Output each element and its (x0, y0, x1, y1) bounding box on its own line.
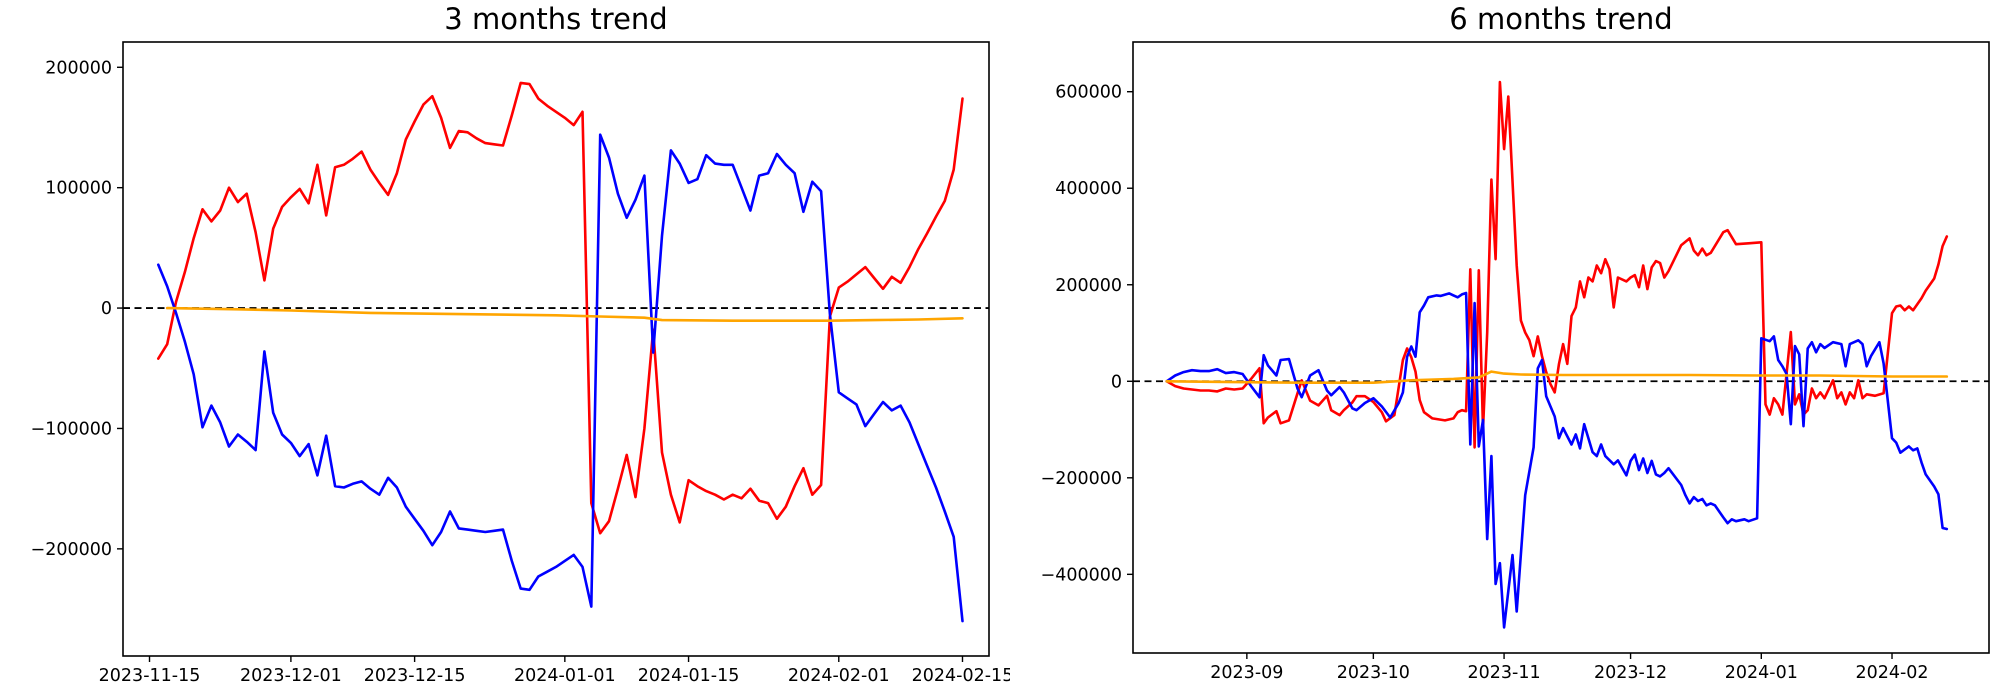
x-tick-label: 2023-09 (1210, 663, 1283, 683)
x-tick-label: 2023-12-15 (364, 666, 466, 686)
x-tick-label: 2024-01-01 (514, 666, 616, 686)
y-tick-label: −200000 (31, 540, 112, 560)
y-tick-label: −100000 (31, 419, 112, 439)
series-red-line (1165, 80, 1949, 449)
y-tick-label: 400000 (1055, 179, 1122, 199)
series-orange-line (165, 306, 964, 323)
x-tick-label: 2024-02-01 (788, 666, 890, 686)
x-tick-label: 2023-11 (1468, 663, 1541, 683)
plot-border (1132, 41, 1990, 654)
y-tick-label: 100000 (45, 179, 112, 199)
x-tick-label: 2024-01 (1725, 663, 1798, 683)
chart-title-3-months: 3 months trend (444, 2, 668, 36)
y-tick-label: 0 (101, 299, 112, 319)
series-blue-line (157, 133, 964, 623)
y-tick-label: 200000 (1055, 276, 1122, 296)
series-red-line (157, 81, 964, 535)
x-tick-label: 2023-11-15 (99, 666, 201, 686)
x-tick-label: 2024-02-15 (912, 666, 1010, 686)
figure-3-months-trend: 3 months trend 2023-11-15 2023-12-01 2023-… (31, 2, 1010, 686)
y-tick-label: 200000 (45, 58, 112, 78)
x-tick-label: 2023-12 (1594, 663, 1667, 683)
y-tick-label: 0 (1111, 372, 1122, 392)
y-tick-label: 600000 (1055, 83, 1122, 103)
x-tick-label: 2023-12-01 (240, 666, 342, 686)
plot-border (122, 41, 990, 657)
x-tick-label: 2024-02 (1855, 663, 1928, 683)
y-tick-label: −200000 (1041, 469, 1122, 489)
x-tick-label: 2024-01-15 (638, 666, 740, 686)
series-orange-line (1165, 370, 1949, 385)
y-tick-label: −400000 (1041, 565, 1122, 585)
chart-title-6-months: 6 months trend (1449, 2, 1673, 36)
chart-6-months-svg: 2023-09 2023-10 2023-11 2023-12 2024-01 2024-… (1041, 41, 1990, 683)
chart-3-months-svg: 2023-11-15 2023-12-01 2023-12-15 2024-01-01… (31, 41, 1010, 686)
figure-6-months-trend: 6 months trend 2023-09 2023-10 2023-11 2023… (1010, 0, 2000, 700)
x-tick-label: 2023-10 (1337, 663, 1410, 683)
series-blue-line (1165, 291, 1949, 629)
